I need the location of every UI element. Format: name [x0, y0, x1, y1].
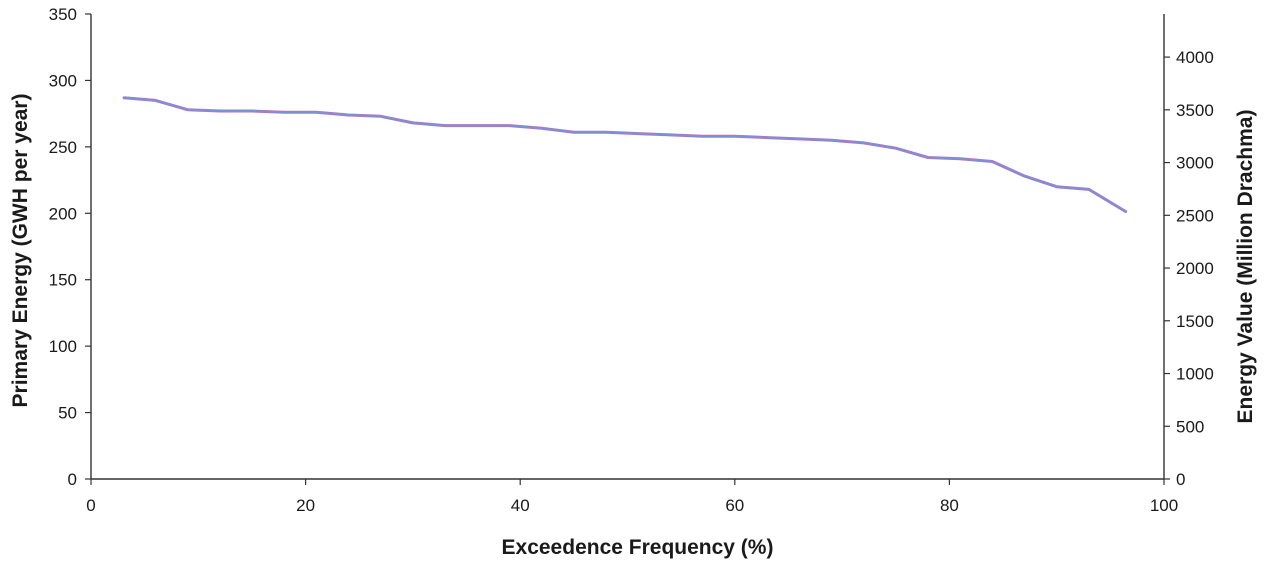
data-point [219, 110, 221, 112]
data-point [830, 139, 833, 141]
y-tick-label: 350 [49, 5, 77, 24]
data-point [476, 124, 479, 127]
data-point [605, 131, 607, 133]
y-tick-label: 50 [58, 404, 77, 423]
data-point [444, 124, 446, 127]
x-tick-label: 40 [511, 496, 530, 515]
data-point [122, 96, 124, 99]
series-line-shadow [123, 96, 1128, 214]
x-axis-title: Exceedence Frequency (%) [502, 536, 774, 559]
y2-tick-label: 2500 [1176, 206, 1214, 225]
y-tick-label: 250 [49, 138, 77, 157]
y2-tick-label: 1500 [1176, 312, 1214, 331]
y2-tick-label: 3000 [1176, 154, 1214, 173]
x-tick-label: 20 [296, 496, 315, 515]
y-tick-label: 0 [68, 470, 77, 489]
y-axis-left-title: Primary Energy (GWH per year) [9, 94, 32, 408]
data-point [1055, 185, 1058, 188]
data-point [1125, 211, 1128, 213]
data-point [669, 134, 672, 136]
data-point [573, 131, 575, 133]
data-point [895, 147, 897, 149]
y-tick-label: 300 [49, 71, 77, 90]
data-point [412, 122, 414, 124]
data-point [186, 108, 189, 111]
data-point [540, 127, 543, 130]
y2-tick-label: 3500 [1176, 101, 1214, 120]
x-tick-label: 0 [86, 496, 95, 515]
data-point [154, 99, 157, 102]
x-tick-label: 80 [940, 496, 959, 515]
series-layer [122, 96, 1128, 214]
y2-tick-label: 500 [1176, 417, 1204, 436]
y2-tick-label: 1000 [1176, 365, 1214, 384]
data-point [766, 136, 768, 139]
data-point [508, 124, 511, 127]
data-point [379, 115, 382, 118]
data-point [927, 156, 929, 159]
x-tick-label: 60 [725, 496, 744, 515]
y-tick-label: 200 [49, 204, 77, 223]
y-axis-right-title: Energy Value (Million Drachma) [1234, 110, 1257, 424]
ticks: 0501001502002503003500500100015002000250… [49, 5, 1214, 515]
data-point [862, 142, 865, 144]
data-point [991, 160, 994, 163]
data-point [347, 114, 350, 116]
data-point [1088, 188, 1090, 191]
data-point [251, 110, 253, 112]
data-point [315, 111, 318, 114]
y2-tick-label: 2000 [1176, 259, 1214, 278]
data-point [798, 138, 800, 140]
x-tick-label: 100 [1150, 496, 1178, 515]
data-point [1023, 175, 1026, 177]
axes [90, 14, 1165, 480]
y-tick-label: 100 [49, 337, 77, 356]
series-line [123, 96, 1127, 213]
data-point [734, 135, 736, 137]
y2-tick-label: 4000 [1176, 48, 1214, 67]
y2-tick-label: 0 [1176, 470, 1185, 489]
y-tick-label: 150 [49, 271, 77, 290]
data-point [283, 111, 285, 114]
data-point [701, 135, 704, 137]
data-point [637, 132, 639, 135]
data-point [959, 158, 961, 160]
